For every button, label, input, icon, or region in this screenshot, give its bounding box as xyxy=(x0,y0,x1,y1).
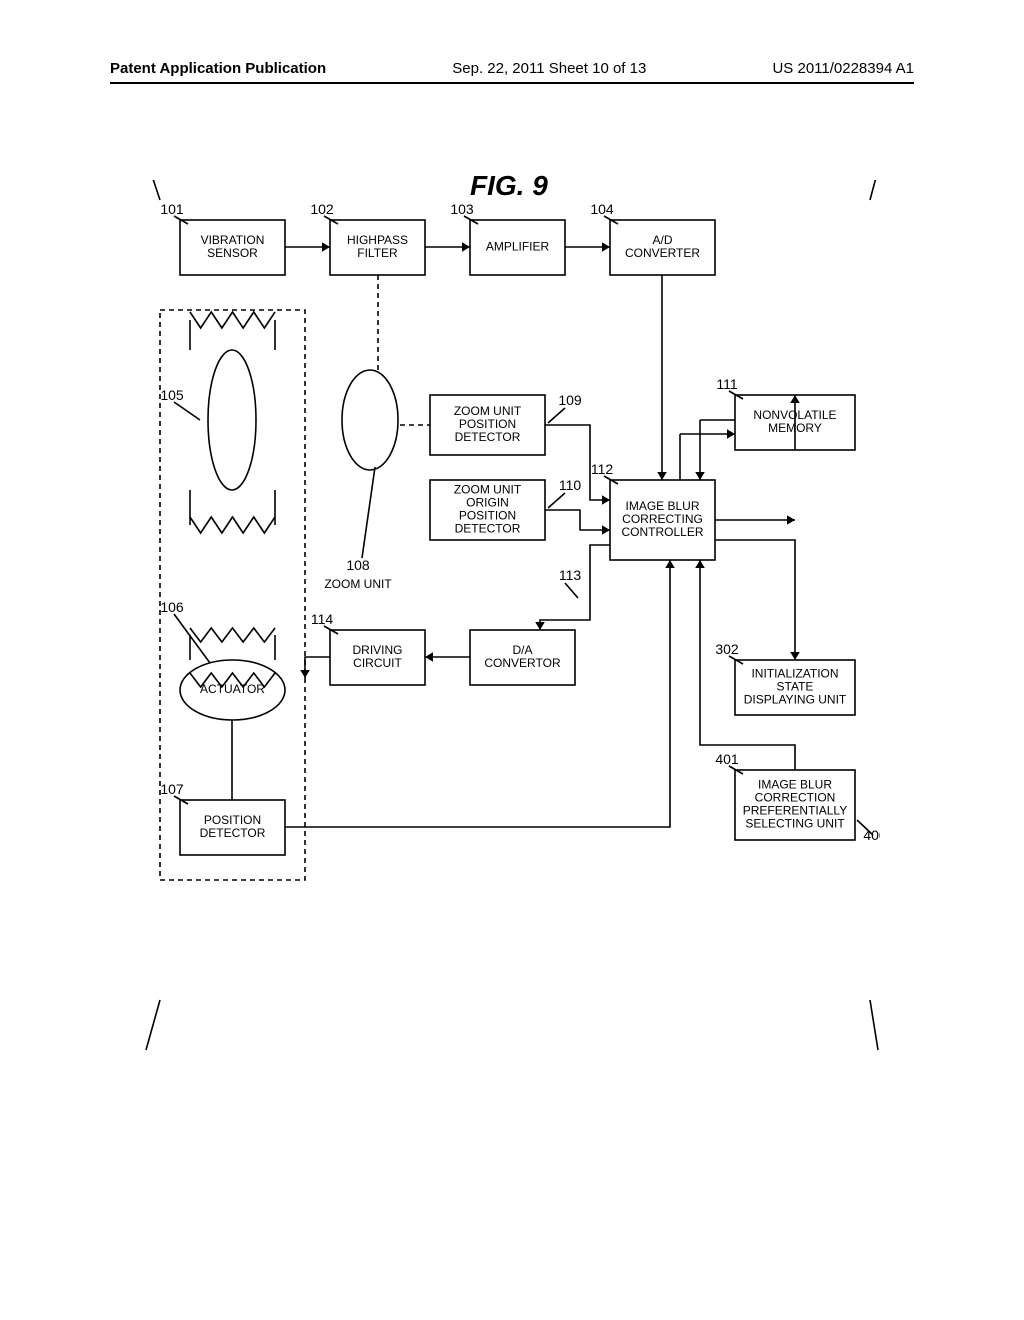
block-diagram-svg: VIBRATIONSENSOR 101 HIGHPASSFILTER 102 AMPLI… xyxy=(140,180,880,1060)
svg-text:A/D: A/D xyxy=(652,233,672,247)
svg-text:CORRECTION: CORRECTION xyxy=(755,791,836,805)
svg-text:ACTUATOR: ACTUATOR xyxy=(200,682,265,696)
svg-text:POSITION: POSITION xyxy=(459,509,516,523)
svg-text:ORIGIN: ORIGIN xyxy=(466,496,509,510)
page-header: Patent Application Publication Sep. 22, … xyxy=(0,60,1024,77)
svg-text:110: 110 xyxy=(559,477,582,493)
svg-text:102: 102 xyxy=(310,201,334,217)
svg-text:DISPLAYING UNIT: DISPLAYING UNIT xyxy=(744,693,847,707)
svg-text:103: 103 xyxy=(450,201,474,217)
header-left: Patent Application Publication xyxy=(110,60,326,77)
svg-text:108: 108 xyxy=(346,557,370,573)
svg-text:ZOOM UNIT: ZOOM UNIT xyxy=(324,577,392,591)
svg-text:POSITION: POSITION xyxy=(459,417,516,431)
svg-text:IMAGE BLUR: IMAGE BLUR xyxy=(625,499,699,513)
svg-text:104: 104 xyxy=(590,201,614,217)
svg-text:114: 114 xyxy=(311,611,334,627)
diagram: FIG. 9 VIBRATIONSENSOR101HIGHPASSFILTER1… xyxy=(140,180,880,1060)
svg-text:CONVERTER: CONVERTER xyxy=(625,246,700,260)
svg-text:FILTER: FILTER xyxy=(357,246,398,260)
svg-text:DETECTOR: DETECTOR xyxy=(455,522,521,536)
svg-text:101: 101 xyxy=(160,201,184,217)
svg-text:HIGHPASS: HIGHPASS xyxy=(347,233,408,247)
svg-text:106: 106 xyxy=(160,599,184,615)
svg-text:SELECTING UNIT: SELECTING UNIT xyxy=(745,817,845,831)
svg-text:DETECTOR: DETECTOR xyxy=(200,826,266,840)
svg-text:CIRCUIT: CIRCUIT xyxy=(353,656,402,670)
svg-text:STATE: STATE xyxy=(777,680,814,694)
svg-text:SENSOR: SENSOR xyxy=(207,246,258,260)
svg-text:400: 400 xyxy=(863,827,880,843)
header-rule xyxy=(110,82,914,84)
svg-text:POSITION: POSITION xyxy=(204,813,261,827)
svg-text:107: 107 xyxy=(160,781,184,797)
svg-text:VIBRATION: VIBRATION xyxy=(201,233,265,247)
header-right: US 2011/0228394 A1 xyxy=(772,60,914,77)
svg-text:CONTROLLER: CONTROLLER xyxy=(621,525,703,539)
svg-text:113: 113 xyxy=(559,567,582,583)
svg-text:DRIVING: DRIVING xyxy=(352,643,402,657)
svg-text:IMAGE BLUR: IMAGE BLUR xyxy=(758,778,832,792)
svg-text:109: 109 xyxy=(558,392,582,408)
header-center: Sep. 22, 2011 Sheet 10 of 13 xyxy=(452,60,646,77)
svg-text:AMPLIFIER: AMPLIFIER xyxy=(486,240,550,254)
svg-text:111: 111 xyxy=(716,376,737,392)
svg-text:105: 105 xyxy=(160,387,184,403)
svg-text:401: 401 xyxy=(715,751,739,767)
svg-text:112: 112 xyxy=(591,461,614,477)
svg-text:CONVERTOR: CONVERTOR xyxy=(484,656,561,670)
svg-text:ZOOM UNIT: ZOOM UNIT xyxy=(454,404,522,418)
svg-text:D/A: D/A xyxy=(512,643,532,657)
svg-text:DETECTOR: DETECTOR xyxy=(455,430,521,444)
svg-text:PREFERENTIALLY: PREFERENTIALLY xyxy=(743,804,847,818)
svg-text:302: 302 xyxy=(715,641,739,657)
svg-text:ZOOM UNIT: ZOOM UNIT xyxy=(454,483,522,497)
svg-text:CORRECTING: CORRECTING xyxy=(622,512,703,526)
svg-text:INITIALIZATION: INITIALIZATION xyxy=(751,667,838,681)
